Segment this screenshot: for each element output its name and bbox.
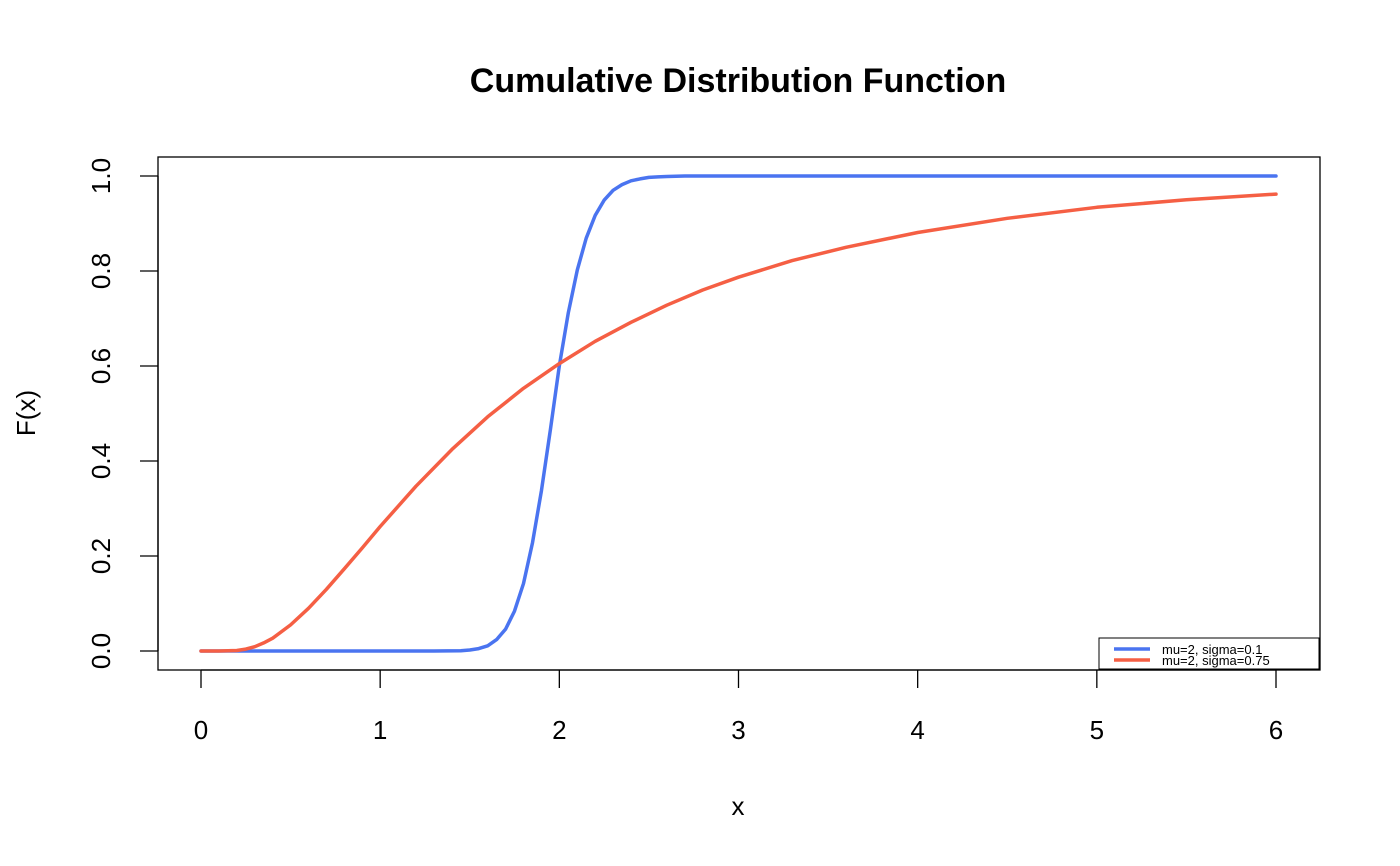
x-tick-label: 0 [194,715,208,745]
y-tick-label: 0.6 [86,348,116,384]
x-axis: 0 1 2 3 4 5 6 [194,669,1283,745]
legend-box [1098,637,1320,670]
x-tick-label: 2 [552,715,566,745]
x-tick-label: 3 [731,715,745,745]
x-axis-label: x [732,791,745,821]
y-tick-label: 0.0 [86,633,116,669]
legend: mu=2, sigma=0.1 mu=2, sigma=0.75 [1098,637,1320,670]
x-tick-label: 4 [910,715,924,745]
plot-frame [157,156,1321,671]
x-tick-label: 1 [373,715,387,745]
y-tick-label: 0.4 [86,443,116,479]
series-line-1 [199,174,1278,653]
series-line-2 [199,192,1278,653]
y-axis: 0.0 0.2 0.4 0.6 0.8 1.0 [86,158,159,669]
chart-title: Cumulative Distribution Function [470,62,1006,100]
series-lines [199,174,1278,653]
y-axis-label: F(x) [11,390,41,436]
y-tick-label: 0.8 [86,253,116,289]
y-tick-label: 1.0 [86,158,116,194]
x-tick-label: 6 [1269,715,1283,745]
y-tick-label: 0.2 [86,538,116,574]
legend-label-series-2: mu=2, sigma=0.75 [1162,653,1270,668]
legend-label-series-1: mu=2, sigma=0.1 [1162,642,1262,657]
x-tick-label: 5 [1090,715,1104,745]
